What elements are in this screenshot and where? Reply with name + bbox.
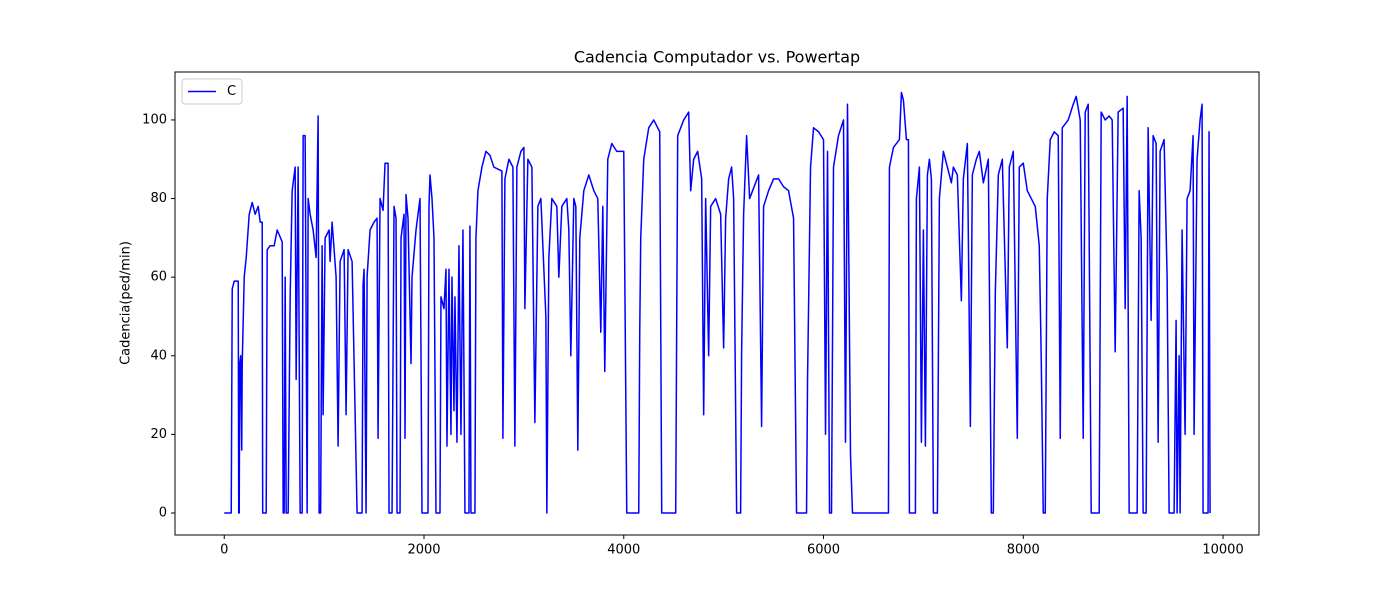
y-tick-label: 100 [142,112,167,127]
x-tick-label: 8000 [1007,543,1040,558]
data-line [224,91,1211,514]
y-axis-label: Cadencia(ped/min) [119,241,134,365]
x-tick-label: 6000 [807,543,840,558]
y-tick-label: 60 [150,270,167,285]
x-tick-label: 0 [220,543,228,558]
y-tick-label: 0 [159,505,167,520]
x-tick-label: 10000 [1202,543,1243,558]
chart-title: Cadencia Computador vs. Powertap [574,48,860,67]
y-tick-label: 40 [150,348,167,363]
plot-frame [174,71,1260,536]
y-tick-label: 20 [150,427,167,442]
x-tick-label: 2000 [407,543,440,558]
x-tick-label: 4000 [607,543,640,558]
legend-label: C [227,84,236,99]
y-tick-label: 80 [150,191,167,206]
